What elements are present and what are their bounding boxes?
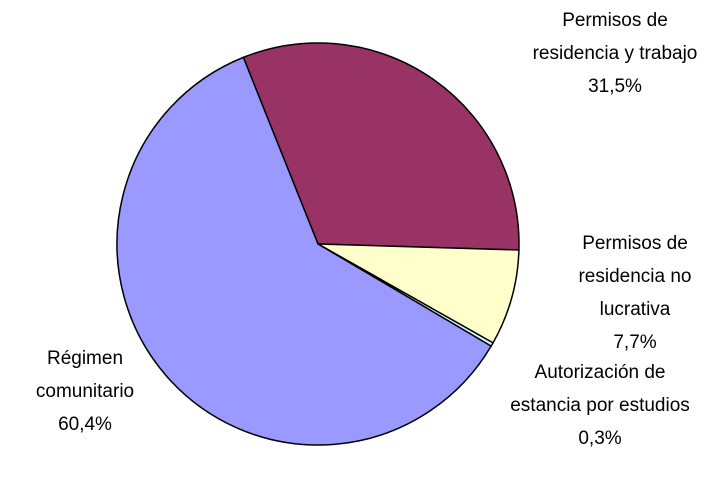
slice-value-label: 0,3% [578,428,622,449]
slice-value-label: 31,5% [588,76,642,97]
pie-slice [317,243,520,344]
pie-slice [116,56,493,446]
slice-value-label: 7,7% [613,332,657,353]
slice-value-label: 60,4% [58,414,112,435]
slice-label: Permisos de residencia y trabajo [532,10,698,64]
slice-label: Régimen comunitario [35,348,135,402]
pie-slice [242,42,520,251]
slice-label: Permisos de residencia no lucrativa [578,233,692,320]
slice-label: Autorización de estancia por estudios [510,362,690,416]
